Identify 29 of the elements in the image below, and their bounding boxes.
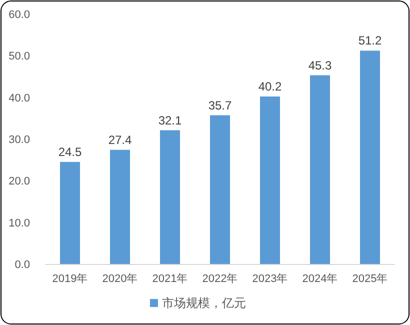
x-tick-label: 2024年 [302,273,338,285]
bar [260,96,280,264]
bar [60,162,80,264]
x-tick-label: 2020年 [102,273,138,285]
x-tick-label: 2023年 [252,273,288,285]
data-label: 40.2 [258,80,282,94]
y-tick-label: 10.0 [8,217,30,230]
x-tick-label: 2022年 [202,273,238,285]
y-tick-label: 30.0 [8,134,30,146]
data-label: 32.1 [158,113,182,128]
data-label: 45.3 [308,58,332,72]
x-tick-label: 2025年 [352,273,388,285]
bar [110,150,130,264]
data-label: 51.2 [358,34,382,48]
data-label: 35.7 [208,98,232,112]
y-tick-label: 50.0 [8,50,30,63]
bar [210,115,230,264]
y-tick-label: 20.0 [8,176,30,188]
y-tick-label: 60.0 [8,9,30,21]
data-label: 24.5 [58,144,82,159]
legend-label: 市场规模，亿元 [162,296,246,310]
bar [310,75,330,264]
data-label: 27.4 [108,132,132,147]
y-tick-label: 40.0 [8,92,30,104]
bar [160,130,180,264]
x-tick-label: 2019年 [52,273,88,285]
x-tick-label: 2021年 [152,273,188,285]
y-tick-label: 0.0 [14,259,30,271]
bar [360,50,380,264]
